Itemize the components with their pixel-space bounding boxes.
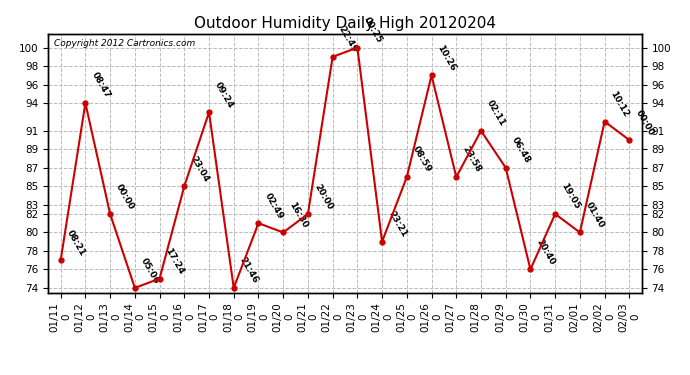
Text: 10:12: 10:12 bbox=[609, 90, 631, 119]
Text: 08:59: 08:59 bbox=[411, 145, 433, 174]
Text: 08:47: 08:47 bbox=[90, 71, 112, 100]
Text: 16:30: 16:30 bbox=[287, 201, 309, 230]
Text: 17:24: 17:24 bbox=[164, 246, 186, 276]
Text: 00:00: 00:00 bbox=[633, 108, 656, 137]
Text: 20:00: 20:00 bbox=[312, 182, 334, 211]
Text: 19:05: 19:05 bbox=[560, 182, 582, 211]
Text: 00:25: 00:25 bbox=[362, 16, 384, 45]
Text: 06:48: 06:48 bbox=[510, 136, 532, 165]
Text: 22:49: 22:49 bbox=[337, 25, 359, 54]
Text: 01:40: 01:40 bbox=[584, 201, 606, 230]
Text: 23:04: 23:04 bbox=[188, 154, 210, 183]
Text: 05:06: 05:06 bbox=[139, 256, 161, 285]
Text: 10:26: 10:26 bbox=[435, 44, 457, 72]
Title: Outdoor Humidity Daily High 20120204: Outdoor Humidity Daily High 20120204 bbox=[194, 16, 496, 31]
Text: 02:11: 02:11 bbox=[485, 99, 507, 128]
Text: Copyright 2012 Cartronics.com: Copyright 2012 Cartronics.com bbox=[55, 39, 195, 48]
Text: 21:46: 21:46 bbox=[238, 256, 260, 285]
Text: 23:58: 23:58 bbox=[460, 145, 482, 174]
Text: 02:49: 02:49 bbox=[263, 191, 285, 220]
Text: 20:40: 20:40 bbox=[535, 237, 557, 267]
Text: 23:21: 23:21 bbox=[386, 210, 408, 239]
Text: 09:24: 09:24 bbox=[213, 80, 235, 110]
Text: 00:00: 00:00 bbox=[115, 182, 136, 211]
Text: 08:21: 08:21 bbox=[65, 228, 87, 257]
